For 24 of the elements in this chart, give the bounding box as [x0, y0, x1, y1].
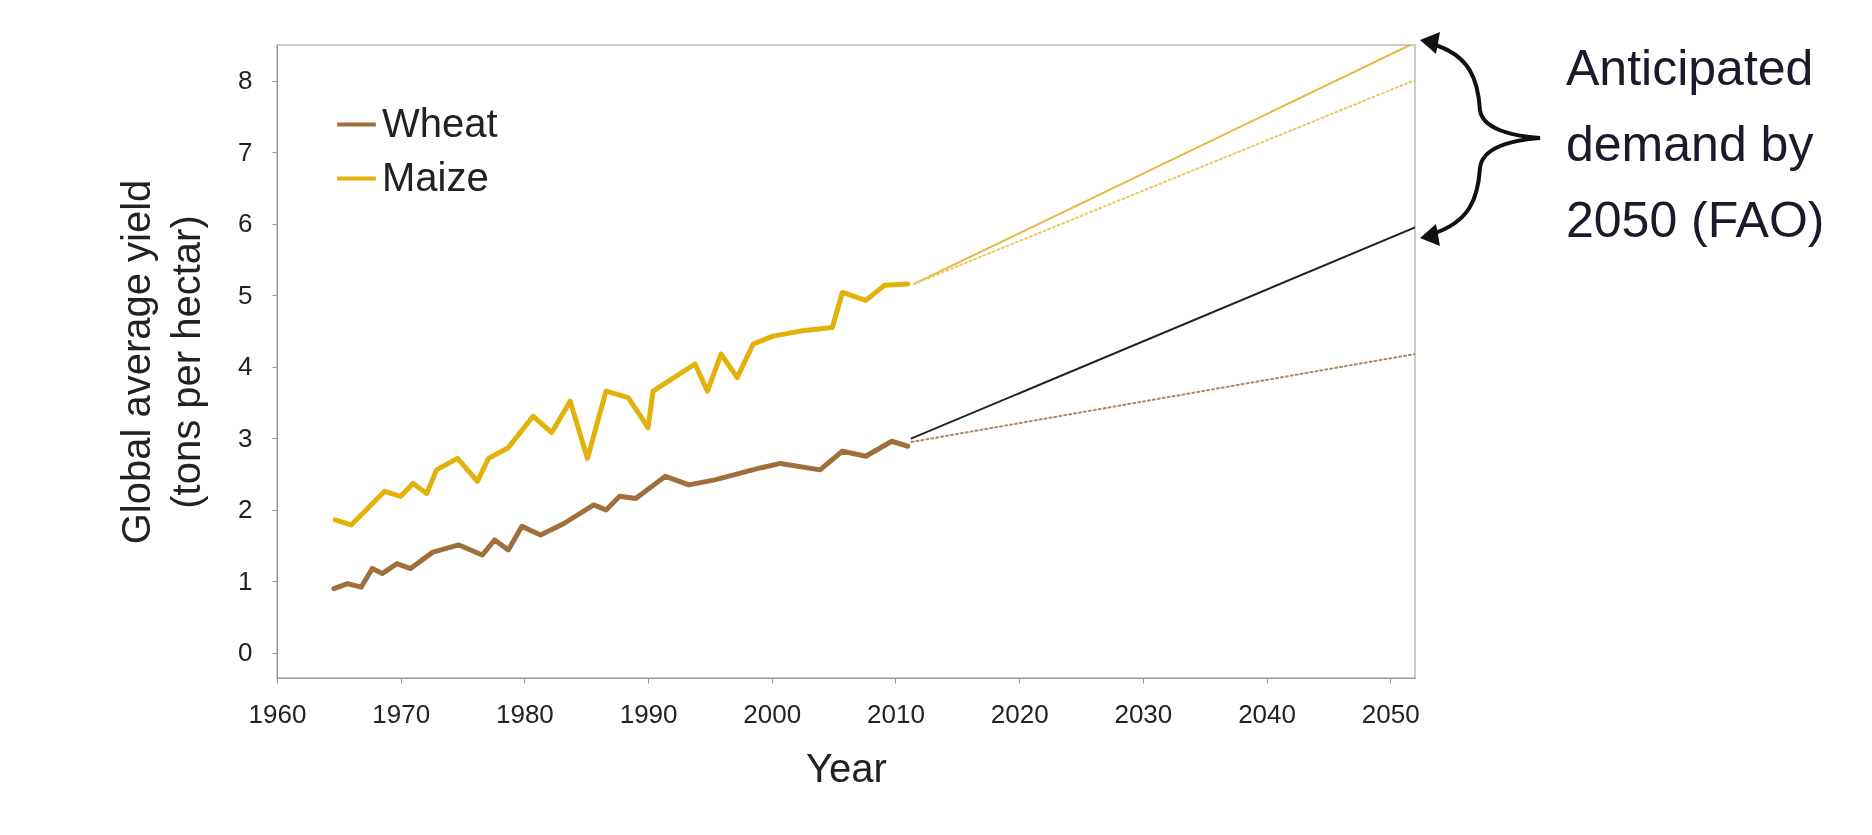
legend-label: Maize [382, 154, 489, 199]
y-tick-label: 5 [238, 279, 253, 310]
y-tick-label: 2 [238, 494, 253, 525]
x-tick-label: 1990 [619, 698, 678, 729]
x-tick-label: 2040 [1238, 698, 1296, 729]
y-tick-label: 0 [238, 637, 253, 668]
y-tick-label: 8 [238, 65, 253, 96]
y-tick-label: 1 [238, 565, 253, 596]
legend-label: Wheat [382, 100, 498, 145]
x-tick-label: 2020 [990, 698, 1049, 729]
y-tick-label: 4 [238, 351, 253, 382]
y-axis-title: Global average yield (tons per hectar) [114, 179, 209, 545]
y-tick-label: 3 [238, 422, 253, 453]
x-axis-title: Year [806, 745, 887, 790]
x-tick-label: 2050 [1361, 698, 1420, 729]
text: Anticipated demand by 2050 (FAO) [1566, 39, 1826, 250]
y-tick-label: 7 [238, 136, 253, 167]
x-tick-label: 2000 [743, 698, 802, 729]
y-tick-label: 6 [238, 208, 253, 239]
x-tick-label: 2030 [1114, 698, 1173, 729]
x-tick-label: 1960 [248, 698, 307, 729]
x-tick-label: 1980 [495, 698, 554, 729]
x-tick-label: 2010 [867, 698, 925, 729]
x-tick-label: 1970 [372, 698, 431, 729]
